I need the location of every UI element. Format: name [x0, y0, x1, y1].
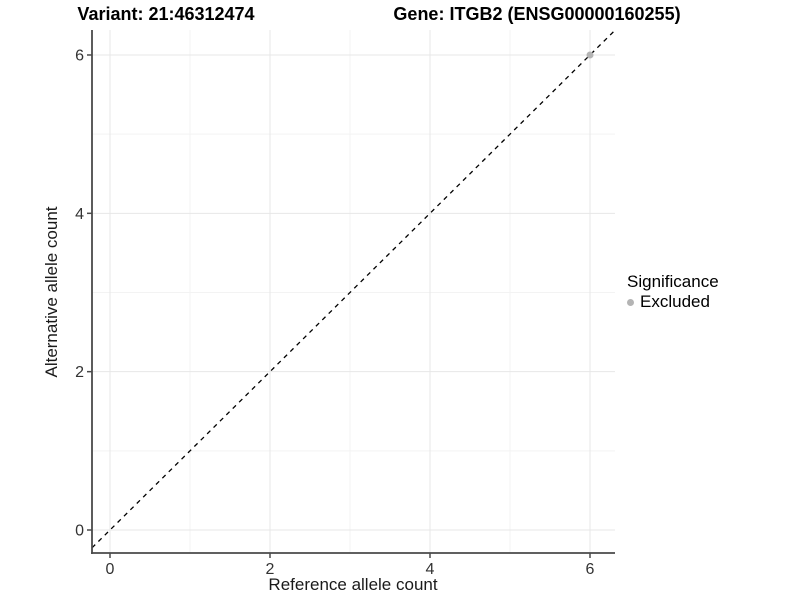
legend-item-label: Excluded: [640, 292, 710, 311]
legend-title: Significance: [627, 272, 719, 291]
y-tick-label: 0: [75, 523, 84, 540]
y-tick-label: 2: [75, 364, 84, 381]
legend: Significance Excluded: [627, 272, 719, 311]
data-point-excluded: [586, 51, 594, 59]
x-tick-label: 2: [266, 561, 275, 578]
identity-reference-line: [91, 29, 616, 549]
variant-title: Variant: 21:46312474: [77, 4, 255, 24]
x-axis-title: Reference allele count: [268, 575, 438, 594]
x-tick-label: 0: [106, 561, 115, 578]
legend-item-excluded: Excluded: [627, 293, 719, 311]
y-tick-label: 6: [75, 47, 84, 64]
x-tick-label: 6: [586, 561, 595, 578]
y-tick-label: 4: [75, 206, 84, 223]
gene-title: Gene: ITGB2 (ENSG00000160255): [393, 4, 681, 24]
y-axis-title: Alternative allele count: [42, 206, 61, 378]
x-tick-label: 4: [426, 561, 435, 578]
excluded-point-icon: [627, 298, 634, 306]
